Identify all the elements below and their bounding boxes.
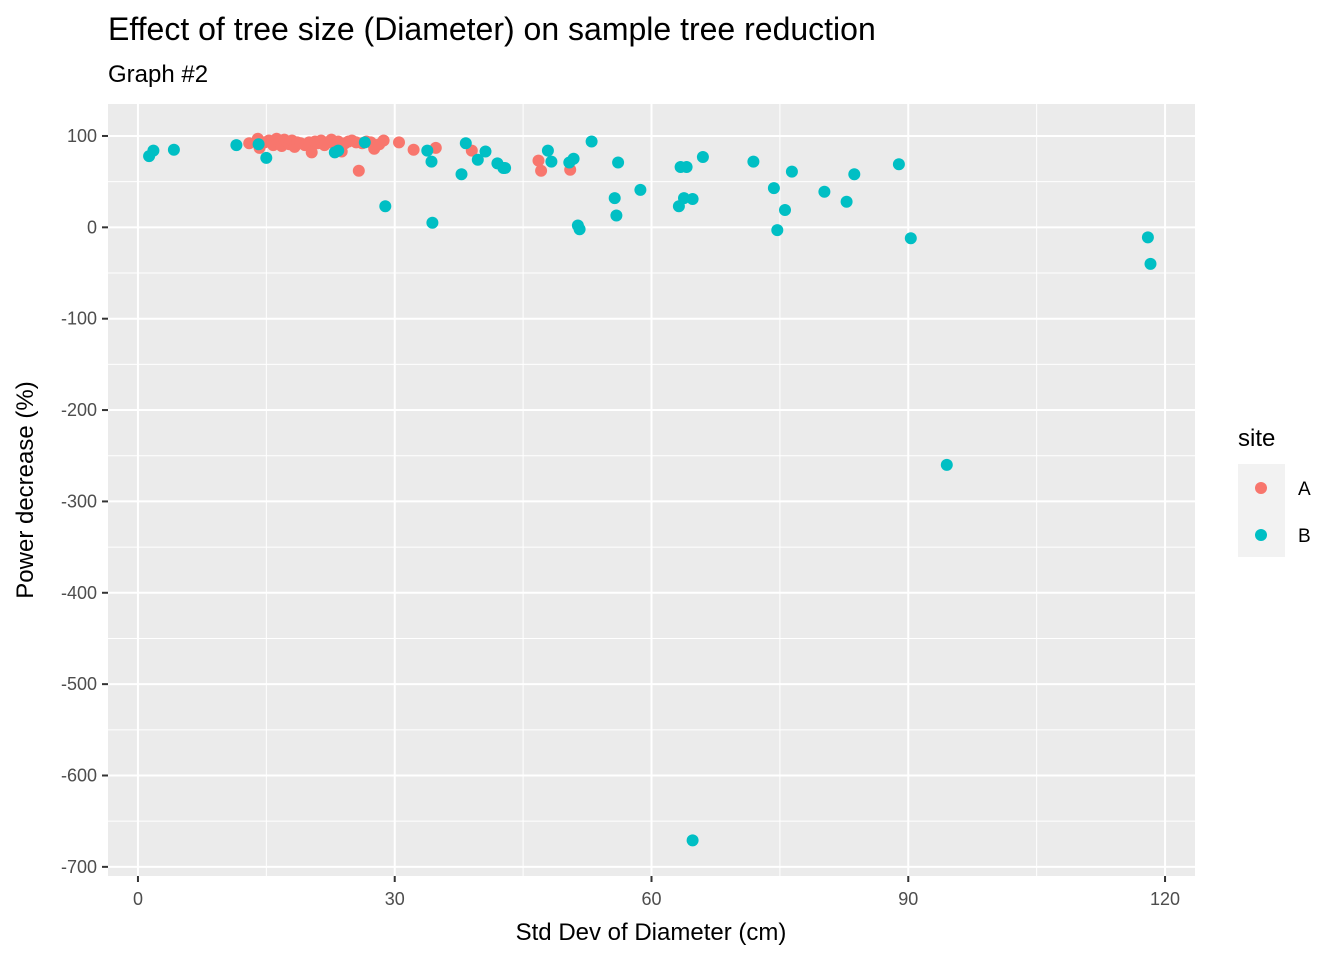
chart-subtitle: Graph #2 — [108, 61, 208, 88]
point-site-b — [686, 193, 699, 205]
x-axis: 0 30 60 90 120 — [133, 876, 1180, 909]
point-site-b — [1141, 231, 1154, 244]
y-tick-label: 100 — [67, 126, 97, 146]
y-tick-label: -500 — [61, 674, 97, 694]
point-site-b — [167, 143, 180, 156]
legend-key-background — [1238, 464, 1285, 557]
legend-key-a — [1255, 482, 1267, 494]
point-site-b — [680, 161, 693, 173]
point-site-b — [785, 165, 798, 178]
point-site-b — [779, 204, 791, 216]
y-tick-label: -300 — [61, 491, 97, 511]
y-tick-label: -600 — [61, 766, 97, 786]
point-site-b — [818, 185, 831, 198]
x-tick-label: 90 — [898, 889, 918, 909]
point-site-b — [541, 144, 554, 157]
point-site-b — [260, 151, 273, 164]
data-points — [143, 132, 1157, 847]
y-tick-label: -700 — [61, 857, 97, 877]
legend-key-b — [1255, 529, 1267, 541]
y-tick-label: -100 — [61, 309, 97, 329]
point-site-b — [612, 156, 625, 169]
point-site-b — [573, 223, 586, 236]
legend-title: site — [1238, 425, 1275, 452]
point-site-b — [904, 232, 917, 245]
point-site-b — [426, 216, 439, 229]
y-tick-label: 0 — [87, 217, 97, 237]
point-site-b — [840, 195, 853, 208]
point-site-b — [940, 458, 953, 471]
point-site-b — [379, 200, 392, 213]
point-site-b — [471, 153, 484, 166]
x-tick-label: 60 — [641, 889, 661, 909]
point-site-b — [585, 135, 598, 148]
point-site-a — [352, 164, 365, 177]
point-site-a — [532, 154, 545, 167]
point-site-b — [767, 182, 780, 195]
point-site-b — [848, 168, 861, 181]
x-tick-label: 0 — [133, 889, 143, 909]
legend: site A B — [1238, 425, 1311, 557]
point-site-b — [230, 139, 243, 152]
point-site-b — [545, 155, 558, 168]
point-site-b — [252, 138, 265, 151]
y-axis-title: Power decrease (%) — [12, 381, 39, 598]
point-site-b — [1144, 257, 1157, 270]
point-site-b — [567, 152, 580, 165]
point-site-b — [421, 144, 434, 157]
point-site-a — [393, 136, 405, 149]
point-site-b — [747, 155, 760, 168]
point-site-b — [358, 136, 371, 149]
point-site-b — [771, 224, 784, 237]
y-axis: 100 0 -100 -200 -300 -400 -500 -600 -700 — [61, 126, 108, 877]
point-site-b — [892, 158, 905, 171]
point-site-b — [425, 155, 438, 168]
point-site-a — [305, 146, 318, 159]
point-site-b — [608, 192, 621, 205]
x-axis-title: Std Dev of Diameter (cm) — [516, 919, 787, 946]
point-site-b — [499, 162, 512, 174]
point-site-a — [535, 164, 548, 177]
point-site-b — [634, 183, 647, 196]
y-tick-label: -400 — [61, 583, 97, 603]
point-site-a — [377, 134, 390, 147]
point-site-b — [332, 144, 345, 157]
point-site-b — [147, 144, 160, 157]
point-site-b — [455, 168, 468, 181]
chart-title: Effect of tree size (Diameter) on sample… — [108, 11, 876, 47]
point-site-b — [479, 145, 492, 158]
point-site-b — [459, 137, 472, 150]
point-site-b — [686, 834, 699, 847]
point-site-a — [407, 143, 420, 156]
legend-label-b: B — [1298, 526, 1311, 547]
x-tick-label: 30 — [385, 889, 405, 909]
point-site-b — [610, 209, 623, 222]
legend-label-a: A — [1298, 479, 1311, 500]
x-tick-label: 120 — [1150, 889, 1180, 909]
y-tick-label: -200 — [61, 400, 97, 420]
point-site-b — [696, 151, 709, 163]
